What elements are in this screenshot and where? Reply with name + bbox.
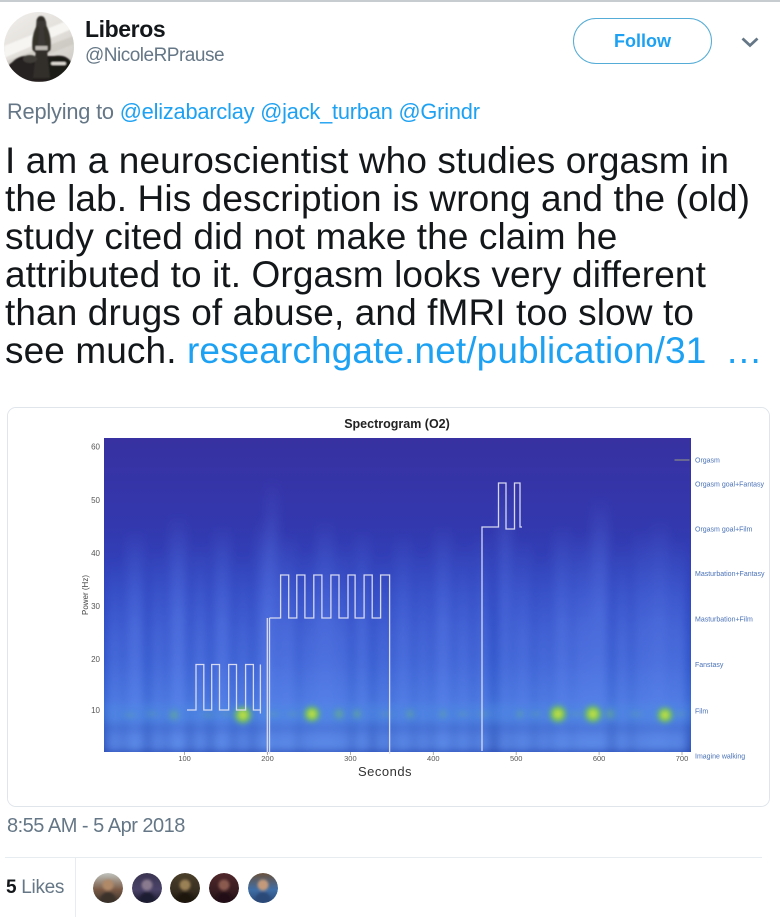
svg-text:Orgasm goal+Fantasy: Orgasm goal+Fantasy xyxy=(695,482,765,489)
svg-text:400: 400 xyxy=(427,754,440,763)
svg-text:200: 200 xyxy=(261,754,274,763)
svg-text:300: 300 xyxy=(344,754,357,763)
svg-text:700: 700 xyxy=(676,754,689,763)
svg-text:10: 10 xyxy=(91,706,100,715)
svg-text:Power (Hz): Power (Hz) xyxy=(81,575,90,615)
svg-text:Fanstasy: Fanstasy xyxy=(695,662,724,669)
svg-text:Masturbation+Fantasy: Masturbation+Fantasy xyxy=(695,571,765,578)
svg-text:100: 100 xyxy=(178,754,191,763)
svg-text:Orgasm: Orgasm xyxy=(695,458,720,465)
svg-text:30: 30 xyxy=(91,602,100,611)
svg-text:40: 40 xyxy=(91,549,100,558)
svg-text:Masturbation+Film: Masturbation+Film xyxy=(695,617,753,624)
svg-text:Film: Film xyxy=(695,709,708,716)
svg-text:Spectrogram (O2): Spectrogram (O2) xyxy=(344,417,450,431)
svg-text:600: 600 xyxy=(593,754,606,763)
svg-text:50: 50 xyxy=(91,496,100,505)
svg-text:500: 500 xyxy=(510,754,523,763)
svg-text:60: 60 xyxy=(91,443,100,452)
svg-text:20: 20 xyxy=(91,655,100,664)
svg-text:Orgasm goal+Film: Orgasm goal+Film xyxy=(695,527,753,534)
svg-text:Imagine walking: Imagine walking xyxy=(695,754,745,761)
svg-text:Seconds: Seconds xyxy=(358,764,412,779)
